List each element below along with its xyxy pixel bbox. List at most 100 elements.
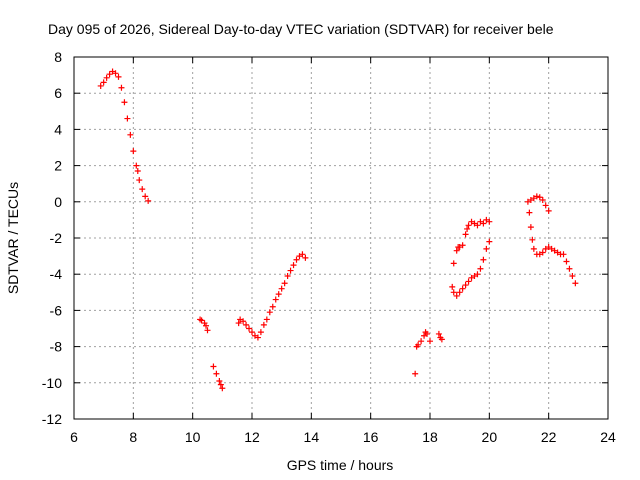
data-point: [106, 71, 113, 78]
x-tick-label: 16: [363, 429, 379, 445]
data-point: [246, 325, 253, 332]
data-point: [418, 338, 425, 345]
series-segment-9: [524, 193, 552, 214]
data-point: [462, 231, 469, 238]
data-point: [243, 321, 250, 328]
data-point: [459, 242, 466, 249]
x-tick-label: 22: [541, 429, 557, 445]
data-point: [100, 79, 107, 86]
data-point: [536, 194, 543, 201]
data-point: [124, 115, 131, 122]
data-point: [278, 285, 285, 292]
data-point: [560, 251, 567, 258]
data-point: [438, 336, 445, 343]
data-point: [197, 316, 204, 323]
data-point: [453, 247, 460, 254]
data-point: [198, 317, 205, 324]
series-segment-6: [435, 330, 445, 343]
data-point: [269, 303, 276, 310]
data-point: [486, 238, 493, 245]
chart-title: Day 095 of 2026, Sidereal Day-to-day VTE…: [48, 21, 554, 37]
data-point: [572, 280, 579, 287]
data-point: [450, 289, 457, 296]
data-point: [474, 222, 481, 229]
data-point: [254, 334, 261, 341]
data-points: [97, 68, 579, 392]
data-point: [477, 265, 484, 272]
data-point: [115, 73, 122, 80]
data-point: [526, 209, 533, 216]
data-point: [427, 338, 433, 345]
data-point: [249, 329, 255, 336]
data-point: [533, 193, 540, 200]
y-tick-label: -4: [50, 266, 63, 282]
data-point: [103, 74, 110, 81]
y-tick-labels: 8 6 4 2 0 -2 -4 -6 -8 -10 -12: [42, 49, 62, 427]
data-point: [480, 220, 487, 227]
data-point: [145, 197, 152, 204]
data-point: [465, 278, 472, 285]
y-tick-label: -8: [50, 339, 63, 355]
data-point: [462, 282, 469, 289]
x-tick-label: 18: [422, 429, 438, 445]
data-point: [412, 370, 419, 377]
y-tick-label: 4: [54, 121, 62, 137]
x-tick-label: 20: [482, 429, 498, 445]
y-tick-label: 2: [54, 158, 62, 174]
data-point: [435, 330, 442, 337]
data-point: [483, 245, 490, 252]
grid-lines: [74, 57, 608, 419]
data-point: [465, 222, 472, 229]
data-point: [216, 377, 223, 384]
data-point: [486, 218, 493, 225]
data-point: [545, 207, 552, 214]
series-segment-5: [412, 329, 433, 377]
data-point: [97, 82, 104, 89]
data-point: [284, 273, 291, 280]
data-point: [134, 168, 141, 175]
data-point: [235, 320, 242, 327]
data-point: [257, 329, 264, 336]
data-point: [287, 267, 294, 274]
y-axis-label: SDTVAR / TECUs: [5, 182, 21, 294]
x-axis-label: GPS time / hours: [287, 457, 394, 473]
series-segment-3: [210, 363, 226, 392]
data-point: [566, 265, 573, 272]
data-point: [203, 322, 210, 329]
data-point: [127, 131, 134, 138]
data-point: [121, 99, 128, 106]
data-point: [213, 370, 220, 377]
x-tick-label: 6: [70, 429, 78, 445]
data-point: [275, 291, 282, 298]
x-tick-label: 12: [244, 429, 260, 445]
series-segment-1: [97, 68, 152, 204]
data-point: [453, 292, 460, 299]
data-point: [201, 320, 208, 327]
data-point: [449, 283, 456, 290]
data-point: [263, 316, 270, 323]
data-point: [539, 249, 546, 256]
data-point: [474, 271, 481, 278]
data-point: [456, 289, 463, 296]
data-point: [118, 84, 125, 91]
data-point: [563, 258, 570, 265]
data-point: [112, 70, 119, 77]
y-tick-label: -10: [42, 375, 62, 391]
data-point: [527, 224, 534, 231]
data-point: [130, 148, 137, 155]
data-point: [569, 273, 576, 280]
data-point: [415, 341, 422, 348]
x-tick-label: 24: [600, 429, 616, 445]
y-tick-label: -12: [42, 411, 62, 427]
data-point: [281, 280, 288, 287]
data-point: [299, 251, 306, 258]
data-point: [480, 256, 487, 263]
data-point: [136, 177, 143, 184]
data-point: [290, 262, 297, 269]
data-point: [450, 260, 457, 267]
data-point: [210, 363, 217, 370]
series-segment-4: [235, 251, 309, 341]
data-point: [219, 385, 226, 392]
data-point: [530, 245, 537, 252]
